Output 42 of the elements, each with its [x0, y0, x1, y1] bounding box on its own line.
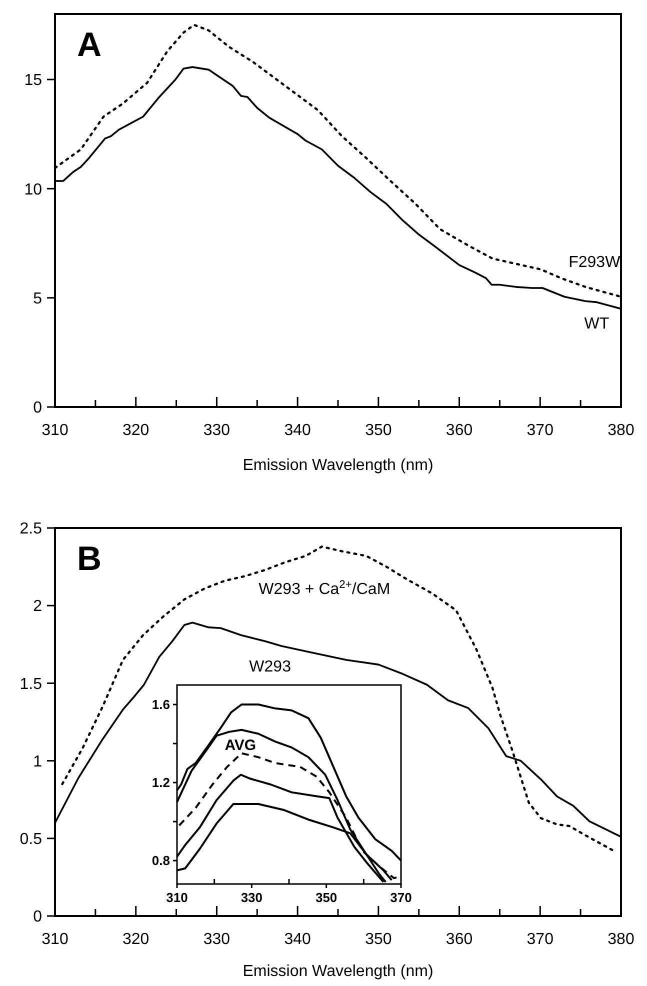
x-axis-title: Emission Wavelength (nm): [242, 963, 434, 980]
x-tick-label: 370: [526, 422, 554, 439]
series-label: F293W: [568, 254, 622, 272]
y-tick-label: 1.6: [152, 697, 170, 712]
x-tick-label: 350: [365, 422, 392, 439]
y-tick-label: 0.5: [20, 831, 42, 848]
x-tick-label: 360: [446, 422, 473, 439]
y-tick-label: 10: [24, 181, 42, 198]
series-label: W293 + Ca$^{2+}$/CaM: [258, 579, 390, 598]
x-tick-label: 340: [284, 931, 312, 948]
y-tick-label: 1.5: [20, 676, 42, 693]
annotation: A: [77, 26, 102, 64]
series-label: WT: [584, 316, 610, 332]
y-tick-label: 15: [24, 72, 42, 90]
y-tick-label: 0: [33, 400, 42, 417]
series-label: W293: [249, 658, 292, 676]
x-tick-label: 320: [122, 422, 150, 439]
x-tick-label: 330: [240, 890, 263, 905]
annotation: B: [77, 540, 102, 578]
x-tick-label: 350: [315, 890, 338, 905]
y-tick-label: 2: [33, 598, 42, 616]
x-tick-label: 360: [446, 931, 473, 948]
x-tick-label: 370: [526, 931, 554, 948]
y-tick-label: 1: [33, 753, 42, 770]
y-tick-label: 0.8: [152, 853, 170, 868]
y-tick-label: 1.2: [152, 775, 170, 790]
x-tick-label: 340: [284, 422, 312, 439]
x-tick-label: 370: [390, 890, 412, 905]
x-tick-label: 350: [365, 931, 392, 948]
x-tick-label: 320: [122, 931, 150, 948]
series-label: AVG: [224, 737, 256, 754]
x-tick-label: 380: [608, 422, 634, 439]
x-tick-label: 310: [42, 931, 68, 948]
y-tick-label: 2.5: [20, 520, 42, 538]
x-tick-label: 330: [203, 422, 230, 439]
x-tick-label: 310: [42, 422, 68, 439]
x-tick-label: 330: [203, 931, 230, 948]
y-tick-label: 0: [33, 908, 42, 926]
y-tick-label: 5: [33, 290, 42, 308]
x-tick-label: 380: [608, 931, 634, 948]
x-tick-label: 310: [166, 890, 188, 905]
x-axis-title: Emission Wavelength (nm): [242, 457, 434, 474]
